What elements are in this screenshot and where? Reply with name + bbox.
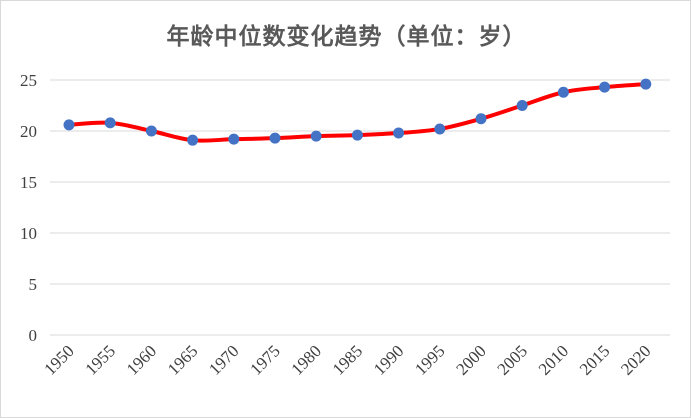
x-tick-label: 1980	[288, 341, 325, 378]
x-tick-label: 1955	[82, 341, 119, 378]
x-tick-label: 1950	[40, 341, 77, 378]
data-point-1975	[269, 132, 281, 144]
data-point-1980	[310, 130, 322, 142]
x-tick-label: 1985	[329, 341, 366, 378]
y-tick-label: 0	[29, 326, 38, 345]
x-tick-label: 2015	[576, 341, 613, 378]
data-point-1970	[228, 133, 240, 145]
x-tick-label: 2005	[494, 341, 531, 378]
x-tick-label: 2010	[535, 341, 572, 378]
y-tick-label: 20	[20, 122, 37, 141]
y-tick-label: 25	[20, 71, 37, 90]
x-tick-label: 1965	[164, 341, 201, 378]
x-tick-label: 1960	[123, 341, 160, 378]
data-point-markers	[63, 78, 652, 146]
gridlines	[50, 79, 670, 336]
y-tick-label: 5	[29, 275, 38, 294]
x-axis-tick-labels: 1950 1955 1960 1965 1970 1975 1980 1985 1990 1995…	[40, 341, 654, 378]
data-point-2000	[475, 113, 487, 125]
chart-title: 年龄中位数变化趋势（单位：岁）	[166, 23, 527, 50]
data-point-2010	[557, 86, 569, 98]
x-tick-label: 1990	[370, 341, 407, 378]
y-axis-tick-labels: 0 5 10 15 20 25	[20, 71, 37, 345]
data-point-1955	[104, 117, 116, 129]
data-point-2015	[599, 81, 611, 93]
data-point-1995	[434, 123, 446, 135]
y-tick-label: 15	[20, 173, 37, 192]
data-point-2005	[516, 100, 528, 111]
data-point-1985	[351, 129, 363, 141]
data-point-1960	[145, 125, 157, 137]
x-tick-label: 1970	[205, 341, 242, 378]
x-tick-label: 1975	[246, 341, 283, 378]
data-point-2020	[640, 78, 652, 90]
x-tick-label: 2020	[617, 341, 654, 378]
data-point-1965	[187, 134, 199, 146]
x-tick-label: 2000	[452, 341, 489, 378]
data-point-1950	[63, 119, 75, 131]
y-tick-label: 10	[20, 224, 37, 243]
x-tick-label: 1995	[411, 341, 448, 378]
data-point-1990	[393, 127, 405, 139]
